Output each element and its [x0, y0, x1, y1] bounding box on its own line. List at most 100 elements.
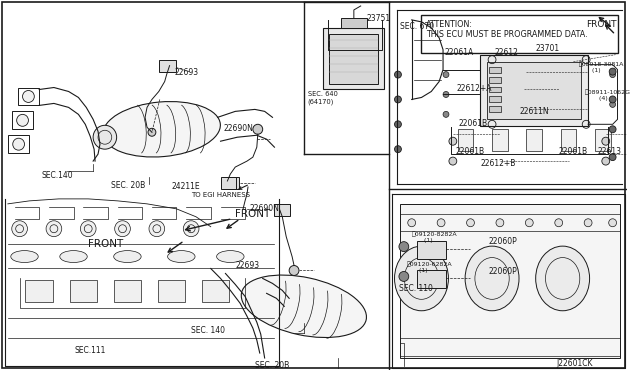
- Circle shape: [12, 221, 28, 237]
- Text: 23751: 23751: [367, 14, 390, 23]
- Text: FRONT: FRONT: [186, 209, 271, 231]
- Circle shape: [93, 125, 116, 149]
- Ellipse shape: [103, 102, 220, 157]
- Bar: [159, 60, 177, 71]
- Circle shape: [602, 157, 610, 165]
- Text: 22061A: 22061A: [444, 48, 473, 57]
- Circle shape: [22, 90, 35, 102]
- Bar: [70, 280, 97, 302]
- Circle shape: [115, 221, 131, 237]
- Circle shape: [449, 157, 457, 165]
- Circle shape: [394, 146, 401, 153]
- Bar: [480, 55, 588, 126]
- Bar: [221, 177, 236, 189]
- Bar: [158, 280, 185, 302]
- Bar: [458, 129, 474, 151]
- Ellipse shape: [536, 246, 589, 311]
- Circle shape: [449, 137, 457, 145]
- Bar: [489, 96, 501, 102]
- Bar: [275, 204, 290, 216]
- Bar: [12, 111, 33, 129]
- Circle shape: [399, 272, 409, 282]
- Bar: [487, 62, 581, 119]
- Circle shape: [149, 221, 164, 237]
- Text: FRONT: FRONT: [88, 239, 124, 248]
- Circle shape: [610, 71, 616, 78]
- Text: 22613: 22613: [598, 147, 622, 156]
- Text: 24211E: 24211E: [172, 182, 200, 191]
- Bar: [422, 15, 618, 53]
- Circle shape: [525, 219, 533, 227]
- Bar: [489, 67, 501, 73]
- Text: SEC.111: SEC.111: [74, 346, 106, 355]
- Text: 22060P: 22060P: [488, 266, 517, 276]
- Text: 09120-6282A
      (1): 09120-6282A (1): [407, 262, 452, 273]
- Bar: [341, 18, 367, 28]
- Text: 08918-3081A
       (1): 08918-3081A (1): [579, 62, 624, 73]
- Bar: [18, 87, 39, 105]
- Ellipse shape: [60, 251, 87, 263]
- Bar: [492, 129, 508, 151]
- Text: 22693: 22693: [175, 68, 198, 77]
- Circle shape: [17, 114, 28, 126]
- Text: 22690N: 22690N: [223, 124, 253, 133]
- Text: TO EGI HARNESS: TO EGI HARNESS: [191, 192, 250, 198]
- Text: SEC. 670: SEC. 670: [400, 22, 434, 31]
- Text: 22612: 22612: [495, 48, 519, 57]
- Text: 22061B: 22061B: [559, 147, 588, 156]
- Circle shape: [437, 219, 445, 227]
- Bar: [8, 135, 29, 153]
- Text: 22690N: 22690N: [250, 204, 280, 213]
- Text: 23701: 23701: [535, 44, 559, 53]
- Circle shape: [253, 124, 262, 134]
- Ellipse shape: [11, 251, 38, 263]
- Bar: [526, 129, 542, 151]
- Circle shape: [609, 126, 616, 133]
- Ellipse shape: [465, 246, 519, 311]
- Text: SEC. 640
(64170): SEC. 640 (64170): [308, 92, 338, 105]
- Bar: [400, 204, 620, 358]
- Bar: [417, 241, 446, 259]
- Circle shape: [467, 219, 474, 227]
- Text: ATTENTION:
THIS ECU MUST BE PROGRAMMED DATA.: ATTENTION: THIS ECU MUST BE PROGRAMMED D…: [426, 20, 588, 39]
- Text: 22060P: 22060P: [488, 237, 517, 246]
- Circle shape: [183, 221, 199, 237]
- Text: 22611N: 22611N: [520, 108, 549, 116]
- Bar: [561, 129, 577, 151]
- Circle shape: [443, 71, 449, 78]
- Circle shape: [443, 111, 449, 117]
- Bar: [330, 34, 378, 84]
- Circle shape: [610, 102, 616, 108]
- Text: 08911-1062G
       (4): 08911-1062G (4): [585, 90, 631, 101]
- Circle shape: [496, 219, 504, 227]
- Text: SEC. 20B: SEC. 20B: [111, 181, 145, 190]
- Text: SEC. 20B: SEC. 20B: [255, 361, 289, 370]
- Circle shape: [408, 219, 415, 227]
- Circle shape: [443, 92, 449, 97]
- Bar: [202, 280, 229, 302]
- Text: SEC.140: SEC.140: [41, 171, 73, 180]
- Circle shape: [394, 96, 401, 103]
- Bar: [417, 270, 446, 288]
- Circle shape: [148, 128, 156, 136]
- Bar: [323, 28, 384, 90]
- Circle shape: [399, 242, 409, 251]
- Ellipse shape: [114, 251, 141, 263]
- Bar: [489, 87, 501, 93]
- Circle shape: [609, 68, 616, 75]
- Ellipse shape: [216, 251, 244, 263]
- Circle shape: [394, 71, 401, 78]
- Bar: [114, 280, 141, 302]
- Bar: [595, 129, 611, 151]
- Text: 09120-8282A
      (1): 09120-8282A (1): [412, 232, 458, 243]
- Circle shape: [584, 219, 592, 227]
- Circle shape: [609, 154, 616, 161]
- Ellipse shape: [394, 246, 449, 311]
- Text: SEC. 140: SEC. 140: [191, 326, 225, 335]
- Text: J22601CK: J22601CK: [557, 359, 593, 368]
- Text: FRONT: FRONT: [586, 20, 617, 29]
- Circle shape: [555, 219, 563, 227]
- Text: 22061B: 22061B: [459, 119, 488, 128]
- Circle shape: [609, 219, 616, 227]
- Bar: [26, 280, 53, 302]
